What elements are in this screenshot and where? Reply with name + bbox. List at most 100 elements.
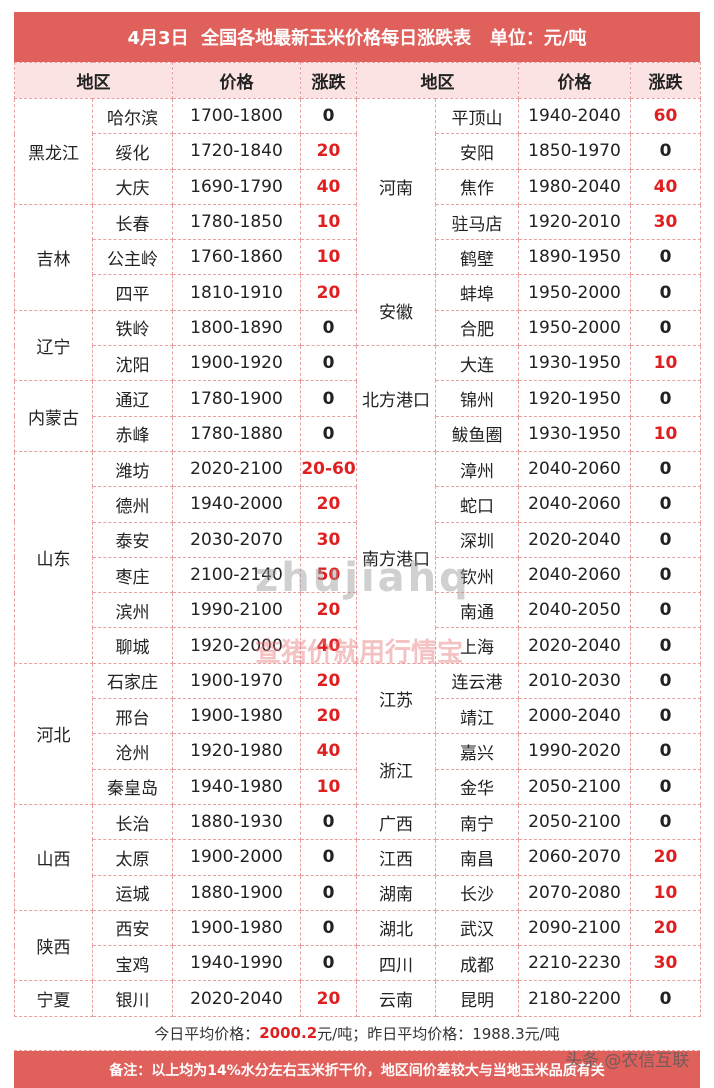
- header-cell: 价格: [518, 62, 631, 99]
- table-row: 绥化 1720-1840 20 安阳 1850-1970 0: [15, 133, 701, 170]
- city: 南宁: [435, 803, 519, 841]
- change: 0: [300, 803, 357, 841]
- table-row: 枣庄 2100-2140 50 钦州 2040-2060 0: [15, 556, 701, 594]
- price: 1850-1970: [518, 133, 631, 170]
- table-row: 黑龙江 哈尔滨 1700-1800 0 河南 平顶山 1940-2040 60: [14, 97, 701, 276]
- city: 太原: [92, 839, 173, 876]
- change: 0: [630, 239, 701, 276]
- change: 20: [300, 486, 357, 523]
- region: 内蒙古: [14, 380, 93, 452]
- region: 江苏: [356, 662, 436, 735]
- price: 2010-2030: [518, 662, 631, 700]
- header-cell: 涨跌: [630, 62, 701, 99]
- table-row: 德州 1940-2000 20 蛇口 2040-2060 0: [15, 486, 701, 523]
- city: 上海: [435, 627, 519, 664]
- change: 10: [300, 239, 357, 276]
- price: 1920-1950: [518, 380, 631, 417]
- city: 驻马店: [435, 203, 519, 241]
- city: 大庆: [92, 168, 173, 205]
- change: 0: [300, 945, 357, 982]
- city: 金华: [435, 768, 519, 805]
- change: 0: [300, 309, 357, 347]
- price: 1780-1880: [172, 415, 301, 452]
- price: 1900-2000: [172, 839, 301, 876]
- city: 长沙: [435, 874, 519, 911]
- change: 20: [300, 662, 357, 700]
- city: 南昌: [435, 839, 519, 876]
- table-row: 宁夏 银川 2020-2040 20 云南 昆明 2180-2200 0: [14, 980, 701, 1017]
- city: 大连: [435, 345, 519, 382]
- price: 2100-2140: [172, 556, 301, 594]
- change: 0: [630, 521, 701, 558]
- price: 2000-2040: [518, 698, 631, 735]
- price: 1930-1950: [518, 345, 631, 382]
- city: 平顶山: [435, 97, 519, 135]
- city: 连云港: [435, 662, 519, 700]
- header-cell: 涨跌: [300, 62, 357, 99]
- price: 2020-2100: [172, 450, 301, 488]
- price: 2040-2050: [518, 592, 631, 629]
- city: 运城: [92, 874, 173, 911]
- price: 1940-2040: [518, 97, 631, 135]
- table-row: 太原 1900-2000 0 江西 南昌 2060-2070 20: [15, 839, 701, 876]
- region: 广西: [356, 803, 436, 841]
- region: 云南: [356, 980, 436, 1017]
- city: 石家庄: [92, 662, 173, 700]
- city: 武汉: [435, 909, 519, 947]
- city: 邢台: [92, 698, 173, 735]
- change: 0: [630, 450, 701, 488]
- price: 1760-1860: [172, 239, 301, 276]
- today-average: 2000.2: [259, 1024, 318, 1042]
- city: 滨州: [92, 592, 173, 629]
- change: 40: [300, 627, 357, 664]
- change: 0: [630, 133, 701, 170]
- change: 0: [630, 380, 701, 417]
- table-row: 山西 长治 1880-1930 0 广西 南宁 2050-2100 0: [14, 803, 701, 911]
- city: 焦作: [435, 168, 519, 205]
- change: 10: [300, 768, 357, 805]
- price: 1950-2000: [518, 274, 631, 311]
- change: 30: [630, 945, 701, 982]
- price: 1890-1950: [518, 239, 631, 276]
- header-cell: 价格: [172, 62, 301, 99]
- change: 20: [300, 592, 357, 629]
- change: 20: [300, 133, 357, 170]
- region: 江西: [356, 839, 436, 876]
- price: 1900-1980: [172, 698, 301, 735]
- table-row: 辽宁 铁岭 1800-1890 0 合肥 1950-2000 0: [14, 309, 701, 382]
- city: 枣庄: [92, 556, 173, 594]
- price: 2030-2070: [172, 521, 301, 558]
- table-row: 邢台 1900-1980 20 靖江 2000-2040 0: [15, 698, 701, 735]
- change: 0: [630, 274, 701, 311]
- city: 鹤壁: [435, 239, 519, 276]
- average-price: 今日平均价格： 2000.2 元/吨；昨日平均价格：1988.3元/吨: [14, 1016, 700, 1051]
- change: 50: [300, 556, 357, 594]
- change: 20: [630, 909, 701, 947]
- city: 昆明: [435, 980, 519, 1017]
- table-row: 山东 潍坊 2020-2100 20-60 南方港口 漳州 2040-2060 0: [14, 450, 701, 664]
- change: 10: [630, 874, 701, 911]
- city: 鲅鱼圈: [435, 415, 519, 452]
- change: 30: [630, 203, 701, 241]
- price: 1940-1990: [172, 945, 301, 982]
- region: 河北: [14, 662, 93, 805]
- price: 2060-2070: [518, 839, 631, 876]
- region: 山东: [14, 450, 93, 664]
- city: 蚌埠: [435, 274, 519, 311]
- city: 四平: [92, 274, 173, 311]
- table-row: 秦皇岛 1940-1980 10 金华 2050-2100 0: [15, 768, 701, 805]
- footer-text: 元/吨；昨日平均价格：1988.3元/吨: [317, 1024, 560, 1043]
- price: 2070-2080: [518, 874, 631, 911]
- city: 安阳: [435, 133, 519, 170]
- city: 深圳: [435, 521, 519, 558]
- region: 南方港口: [356, 450, 436, 664]
- table-row: 内蒙古 通辽 1780-1900 0 锦州 1920-1950 0: [14, 380, 701, 452]
- table-row: 大庆 1690-1790 40 焦作 1980-2040 40: [15, 168, 701, 205]
- city: 通辽: [92, 380, 173, 417]
- change: 10: [630, 415, 701, 452]
- table-row: 赤峰 1780-1880 0 鲅鱼圈 1930-1950 10: [15, 415, 701, 452]
- change: 20: [630, 839, 701, 876]
- price: 2090-2100: [518, 909, 631, 947]
- price: 1780-1900: [172, 380, 301, 417]
- city: 公主岭: [92, 239, 173, 276]
